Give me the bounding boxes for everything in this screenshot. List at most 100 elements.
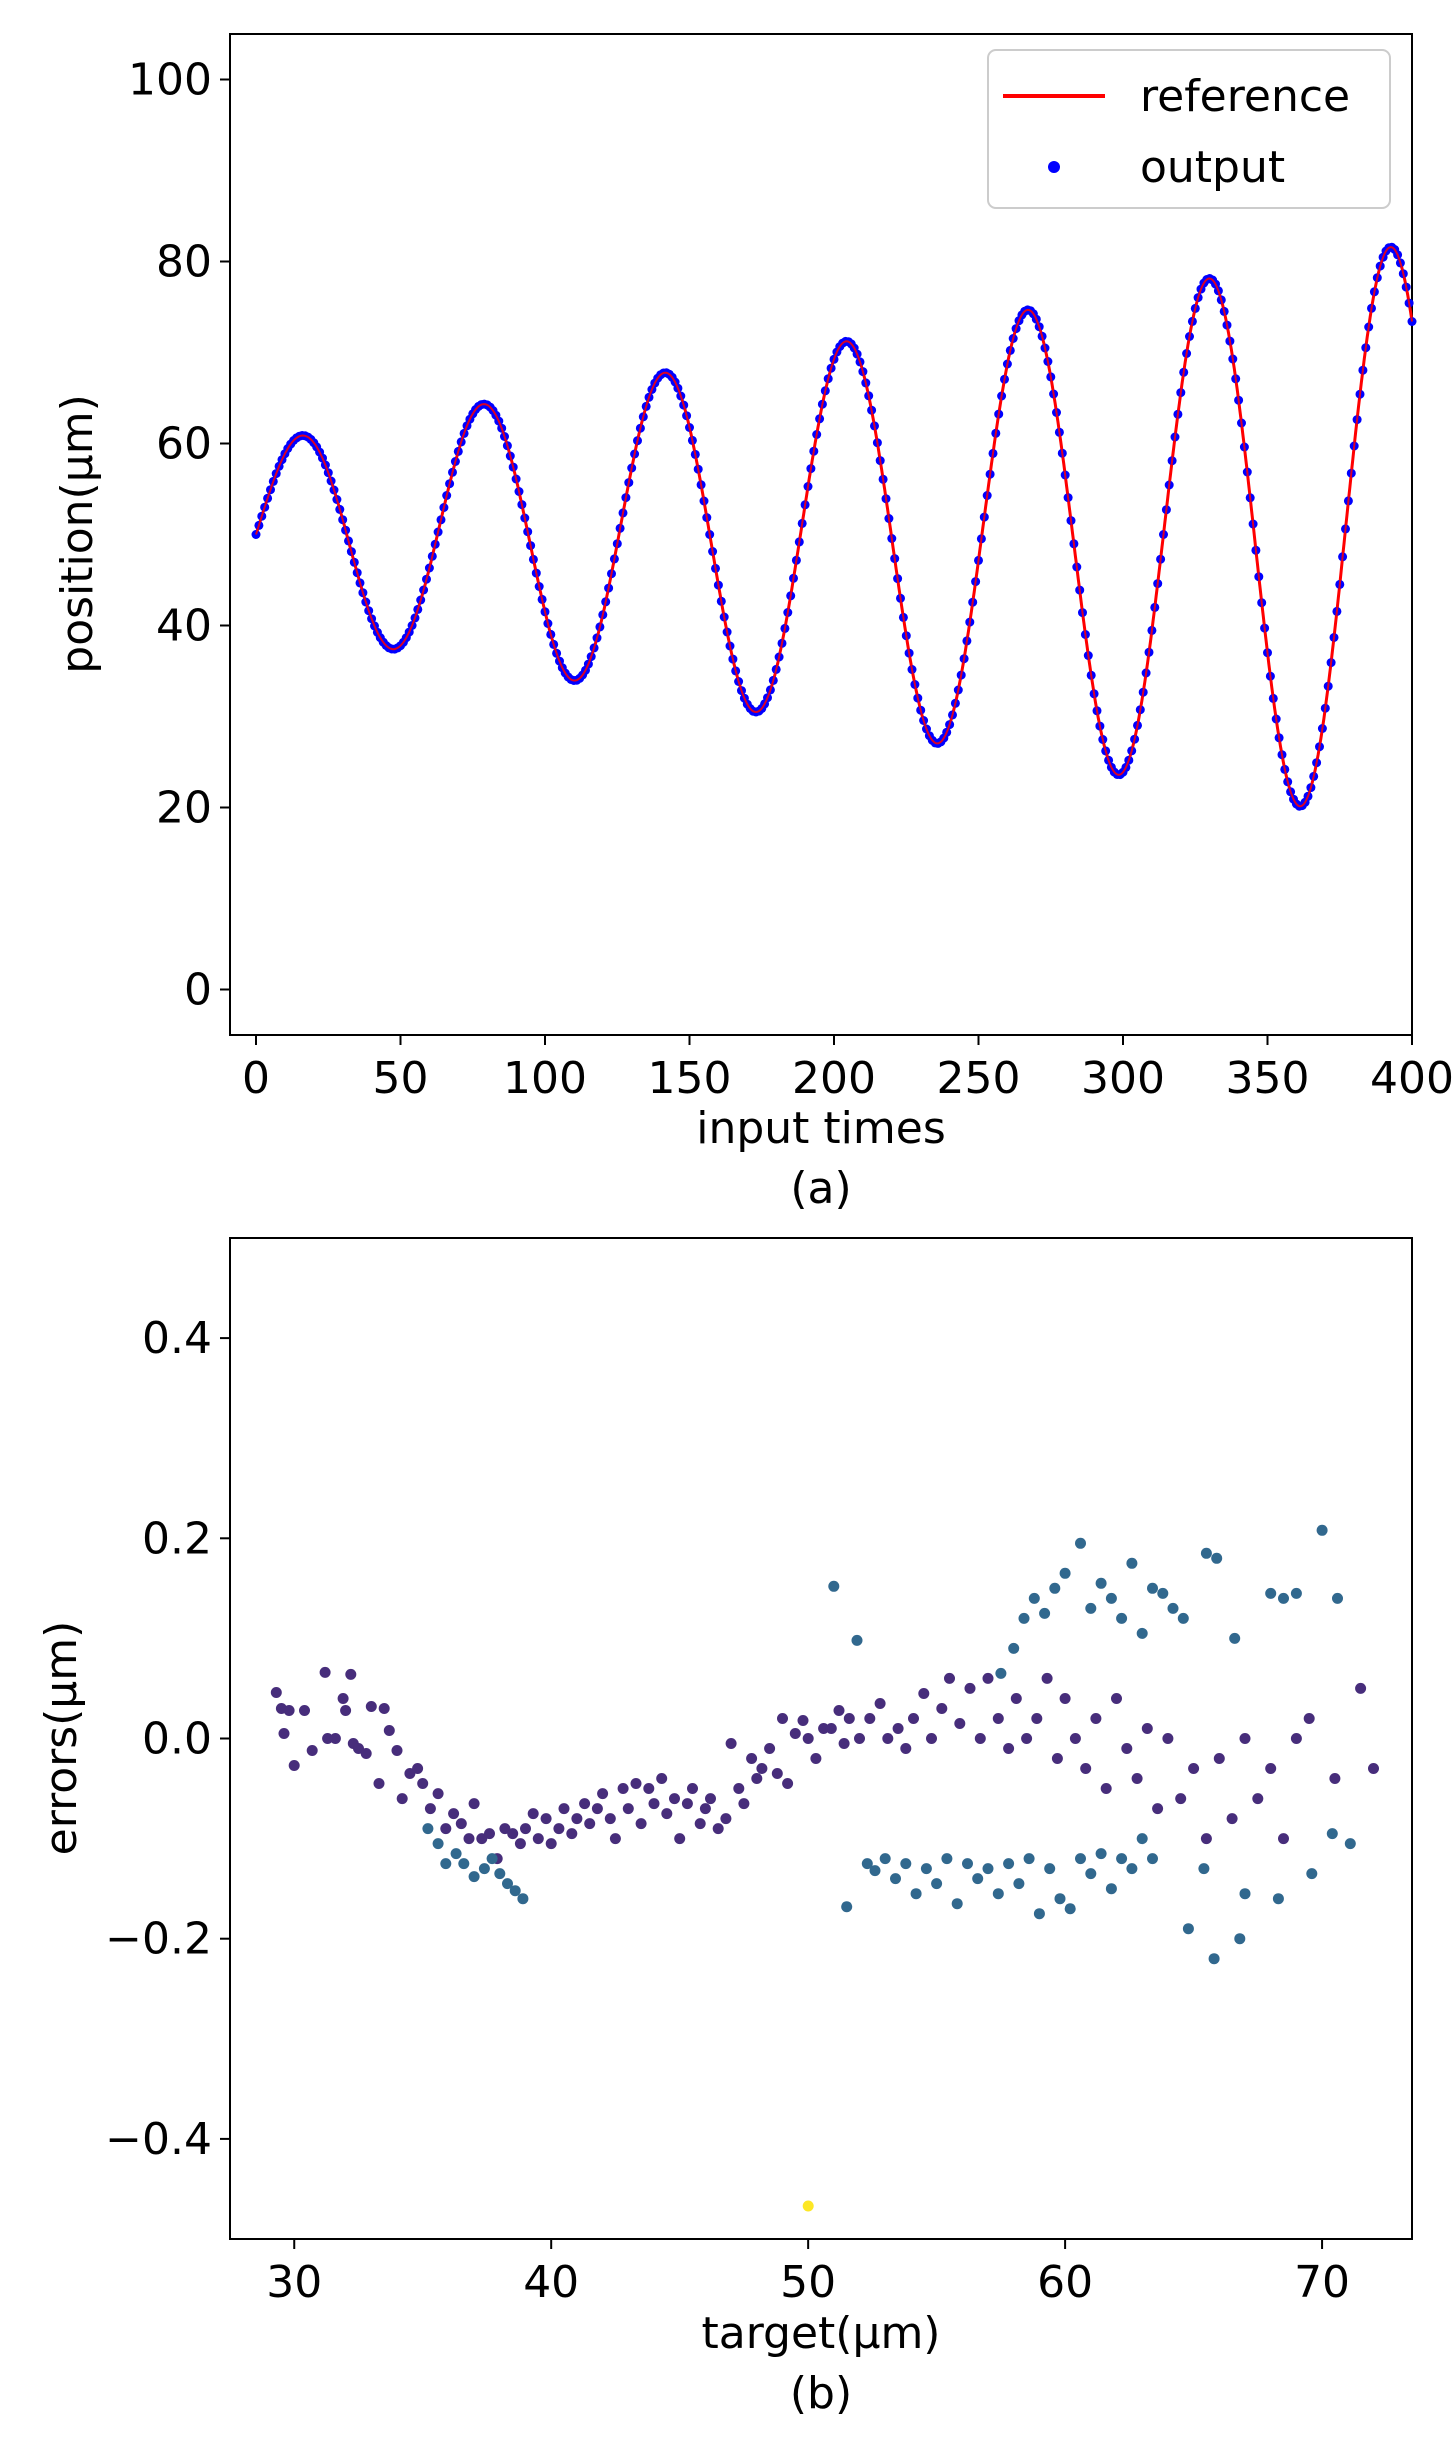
error-point-cluster-mid: [432, 1838, 444, 1850]
y-axis-b: −0.4 −0.2 0.0 0.2 0.4: [105, 1313, 230, 2165]
error-point-cluster-low: [656, 1773, 668, 1784]
error-point-cluster-low: [622, 1803, 634, 1815]
error-point-cluster-low: [802, 1733, 814, 1744]
error-point-cluster-mid: [1198, 1863, 1210, 1875]
error-point-cluster-mid: [1272, 1893, 1284, 1905]
error-point-cluster-mid: [1326, 1828, 1338, 1840]
error-point-cluster-low: [597, 1788, 609, 1800]
error-point-cluster-mid: [1095, 1577, 1107, 1589]
error-point-cluster-low: [278, 1728, 290, 1739]
error-point-cluster-low: [833, 1705, 845, 1716]
error-point-cluster-low: [340, 1705, 352, 1716]
error-point-cluster-mid: [1332, 1592, 1343, 1604]
y-axis-label-b: errors(µm): [36, 1621, 87, 1856]
error-point-cluster-low: [1368, 1763, 1379, 1774]
error-point-cluster-low: [1265, 1763, 1277, 1774]
error-point-cluster-low: [591, 1803, 603, 1815]
error-point-cluster-mid: [1265, 1587, 1277, 1599]
error-point-cluster-low: [540, 1813, 552, 1825]
error-point-cluster-low: [992, 1713, 1004, 1724]
y-axis-label-a: position(µm): [52, 394, 103, 673]
error-point-cluster-low: [900, 1743, 912, 1754]
error-point-cluster-mid: [941, 1853, 953, 1865]
error-point-cluster-low: [1213, 1753, 1225, 1764]
error-point-cluster-low: [507, 1828, 519, 1840]
error-point-cluster-mid: [1200, 1547, 1212, 1559]
error-point-cluster-low: [738, 1798, 750, 1810]
a-xtick-label: 0: [242, 1053, 270, 1104]
error-point-cluster-low: [1141, 1723, 1153, 1734]
error-point-cluster-low: [617, 1783, 629, 1794]
error-point-cluster-low: [720, 1813, 732, 1825]
error-point-cluster-low: [1069, 1733, 1081, 1744]
error-point-cluster-low: [864, 1713, 876, 1724]
error-point-cluster-low: [484, 1828, 495, 1840]
error-point-cluster-mid: [995, 1667, 1007, 1679]
error-point-cluster-mid: [517, 1893, 529, 1905]
error-point-cluster-low: [584, 1818, 596, 1830]
error-point-cluster-low: [306, 1745, 318, 1756]
error-point-cluster-mid: [931, 1878, 943, 1890]
error-point-cluster-low: [1059, 1693, 1071, 1704]
error-point-cluster-mid: [1059, 1567, 1071, 1579]
error-point-cluster-mid: [1105, 1592, 1117, 1604]
error-point-outlier: [802, 2200, 814, 2212]
error-point-cluster-mid: [1033, 1908, 1045, 1920]
error-point-cluster-low: [532, 1833, 544, 1845]
error-point-cluster-low: [520, 1823, 531, 1835]
plot-area-b: [229, 1237, 1413, 2240]
error-point-cluster-low: [694, 1818, 706, 1830]
error-point-cluster-low: [417, 1778, 429, 1789]
error-point-cluster-low: [1200, 1833, 1212, 1845]
error-point-cluster-mid: [1095, 1848, 1107, 1860]
error-point-cluster-mid: [828, 1580, 840, 1592]
error-point-cluster-mid: [1290, 1587, 1302, 1599]
error-point-cluster-low: [1303, 1713, 1315, 1724]
error-point-cluster-mid: [1239, 1888, 1251, 1900]
error-point-cluster-mid: [1075, 1537, 1086, 1549]
error-point-cluster-low: [874, 1698, 886, 1709]
error-point-cluster-mid: [841, 1901, 853, 1913]
x-axis-label-b: target(µm): [702, 2308, 941, 2359]
panel-b: 30 40 50 60 70 −0.4−0.20.00.20.4 target(µm) …: [36, 1237, 1413, 2419]
error-point-cluster-low: [954, 1718, 966, 1729]
error-point-cluster-low: [288, 1760, 300, 1771]
error-point-cluster-mid: [1018, 1612, 1030, 1624]
error-point-cluster-mid: [851, 1634, 863, 1646]
error-point-cluster-mid: [1167, 1602, 1179, 1614]
error-point-cluster-low: [448, 1808, 460, 1820]
error-point-cluster-mid: [450, 1848, 462, 1860]
error-point-cluster-mid: [1147, 1582, 1158, 1594]
error-point-cluster-mid: [1085, 1868, 1097, 1880]
a-ytick-label: 20: [156, 783, 212, 834]
error-point-cluster-low: [751, 1773, 763, 1784]
error-point-cluster-low: [270, 1687, 282, 1698]
error-point-cluster-low: [1162, 1733, 1174, 1744]
error-point-cluster-mid: [1136, 1627, 1148, 1639]
error-point-cluster-mid: [1028, 1592, 1040, 1604]
error-point-cluster-mid: [486, 1853, 498, 1865]
error-point-cluster-low: [1226, 1813, 1238, 1825]
error-point-cluster-low: [705, 1793, 716, 1805]
error-point-cluster-mid: [494, 1868, 506, 1880]
error-point-cluster-mid: [910, 1888, 922, 1900]
error-point-cluster-low: [643, 1783, 655, 1794]
error-point-cluster-mid: [920, 1863, 932, 1875]
error-point-cluster-low: [1021, 1733, 1033, 1744]
error-point-cluster-mid: [962, 1858, 973, 1870]
b-xtick-label: 70: [1294, 2257, 1350, 2308]
error-point-cluster-low: [455, 1818, 467, 1830]
error-point-cluster-low: [1121, 1743, 1133, 1754]
error-point-cluster-low: [777, 1713, 788, 1724]
error-point-cluster-mid: [1208, 1953, 1220, 1965]
error-point-cluster-mid: [1064, 1903, 1076, 1915]
error-point-cluster-low: [1111, 1693, 1122, 1704]
error-point-cluster-low: [1239, 1733, 1251, 1744]
output-point: [251, 530, 261, 539]
x-axis-b: 30 40 50 60 70: [266, 2239, 1350, 2308]
error-point-cluster-low: [964, 1682, 976, 1694]
error-point-cluster-low: [630, 1778, 642, 1789]
error-point-cluster-low: [1031, 1713, 1043, 1724]
error-point-cluster-low: [329, 1733, 341, 1744]
